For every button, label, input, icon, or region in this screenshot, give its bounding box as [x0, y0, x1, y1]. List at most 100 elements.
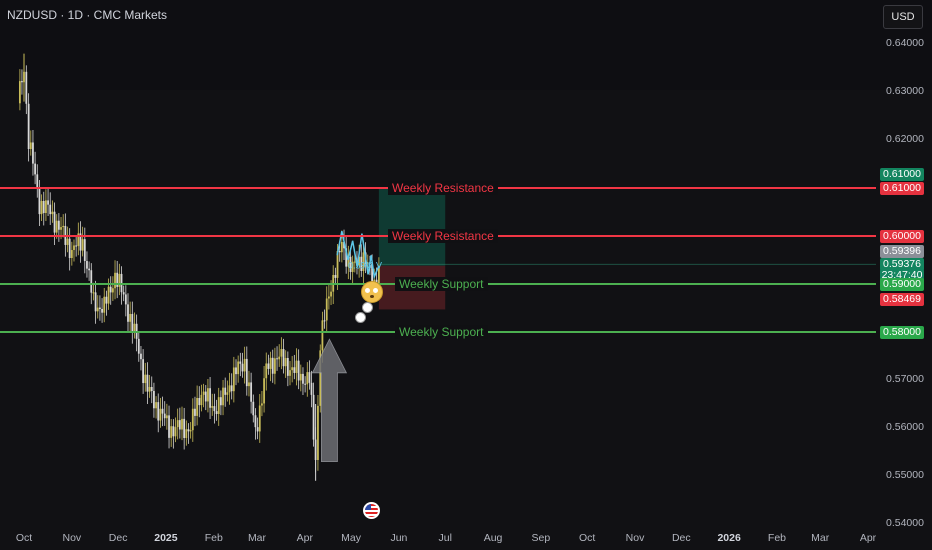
- candle: [265, 363, 268, 379]
- candle: [321, 320, 324, 351]
- price-tick-label: 0.54000: [886, 517, 924, 529]
- candle: [178, 420, 181, 430]
- candle: [174, 427, 177, 437]
- candle: [144, 374, 147, 384]
- level-label[interactable]: Weekly Resistance: [388, 229, 498, 243]
- candle: [81, 239, 84, 251]
- chart-background-shade: [0, 0, 932, 90]
- candle: [150, 386, 153, 391]
- candle: [94, 292, 97, 312]
- us-flag-event-icon[interactable]: [363, 502, 380, 519]
- level-label[interactable]: Weekly Support: [395, 277, 488, 291]
- candle: [358, 256, 361, 266]
- candle: [40, 200, 43, 215]
- candle: [155, 402, 157, 409]
- candle: [101, 308, 103, 313]
- candle: [345, 248, 348, 267]
- price-sketch-line: [336, 231, 380, 280]
- time-tick-label: Mar: [247, 532, 267, 544]
- candle: [327, 296, 330, 299]
- candle: [38, 187, 41, 215]
- candle: [42, 200, 45, 213]
- candle: [239, 361, 242, 364]
- price-axis-tag[interactable]: 0.61000: [880, 168, 924, 182]
- candle: [140, 353, 142, 360]
- up-arrow-drawing: [311, 338, 348, 462]
- price-axis-tag[interactable]: 0.59376: [880, 257, 924, 271]
- candle: [202, 391, 205, 395]
- candle: [191, 408, 194, 431]
- candle: [118, 273, 121, 287]
- candle: [224, 387, 227, 395]
- candle: [161, 408, 164, 414]
- candle: [103, 296, 106, 313]
- candle: [29, 142, 32, 150]
- candle: [336, 250, 339, 278]
- candle: [243, 358, 246, 372]
- candle: [230, 385, 233, 392]
- candle: [319, 350, 322, 406]
- candle: [194, 408, 196, 416]
- take-profit-zone: [378, 188, 446, 266]
- time-tick-label: Aug: [483, 532, 503, 544]
- candle: [83, 239, 86, 262]
- candle: [187, 429, 190, 432]
- price-axis-tag[interactable]: 0.58000: [880, 325, 924, 339]
- thinking-face-icon: [361, 281, 383, 303]
- candle: [310, 382, 313, 395]
- candle: [92, 292, 95, 294]
- candle: [196, 397, 199, 416]
- time-tick-label: Oct: [579, 532, 596, 544]
- candle: [157, 402, 160, 421]
- price-axis-tag[interactable]: 0.59000: [880, 277, 924, 291]
- candle: [77, 233, 80, 247]
- candle: [185, 429, 188, 438]
- candle: [133, 323, 136, 332]
- candle: [293, 367, 296, 373]
- time-tick-label: Nov: [625, 532, 645, 544]
- candle: [159, 408, 162, 421]
- candle: [86, 261, 88, 269]
- level-label[interactable]: Weekly Resistance: [388, 181, 498, 195]
- price-axis-tag[interactable]: 0.61000: [880, 181, 924, 195]
- candle: [18, 81, 21, 104]
- candle: [312, 394, 315, 440]
- candle: [338, 250, 341, 253]
- candle: [124, 294, 127, 305]
- candle: [213, 406, 216, 412]
- time-tick-label: Dec: [671, 532, 691, 544]
- candle: [219, 397, 222, 406]
- candle: [45, 200, 47, 213]
- candle: [105, 296, 108, 304]
- candle: [308, 372, 311, 383]
- candle: [55, 220, 58, 233]
- candle: [330, 291, 332, 297]
- candle: [27, 103, 30, 150]
- price-axis-tag[interactable]: 0.60000: [880, 229, 924, 243]
- candle: [47, 200, 49, 205]
- candle: [306, 372, 309, 385]
- symbol-title[interactable]: NZDUSD · 1D · CMC Markets: [7, 8, 168, 22]
- candle: [245, 358, 248, 387]
- time-tick-label: Jul: [438, 532, 452, 544]
- time-tick-label: May: [341, 532, 362, 544]
- candle: [207, 388, 209, 402]
- currency-button[interactable]: USD: [883, 5, 923, 29]
- candle: [73, 245, 75, 251]
- candle: [222, 387, 224, 406]
- time-tick-label: Dec: [108, 532, 128, 544]
- candle: [32, 142, 34, 164]
- price-axis-tag[interactable]: 0.59396: [880, 244, 924, 258]
- candle: [168, 415, 170, 438]
- candle: [232, 367, 235, 392]
- candle: [53, 211, 56, 233]
- candle: [340, 241, 343, 253]
- price-axis-tag[interactable]: 0.58469: [880, 293, 924, 307]
- time-tick-label: Feb: [767, 532, 786, 544]
- level-label[interactable]: Weekly Support: [395, 325, 488, 339]
- candle: [153, 390, 155, 409]
- candle: [271, 357, 274, 374]
- candle: [181, 418, 183, 430]
- time-tick-label: Oct: [15, 532, 33, 544]
